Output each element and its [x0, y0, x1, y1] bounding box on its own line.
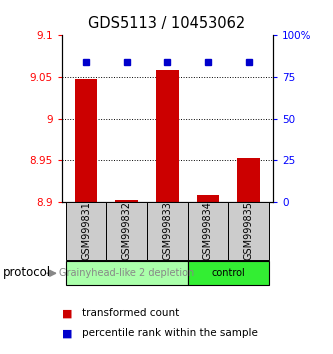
Bar — [116, 200, 138, 202]
Text: ■: ■ — [62, 308, 72, 318]
Text: ■: ■ — [62, 329, 72, 338]
Bar — [237, 158, 260, 202]
Bar — [66, 202, 106, 260]
Bar — [75, 80, 97, 202]
Text: transformed count: transformed count — [82, 308, 179, 318]
Bar — [66, 261, 188, 285]
Text: GSM999831: GSM999831 — [81, 201, 91, 261]
Text: GSM999832: GSM999832 — [122, 201, 132, 261]
Bar — [197, 195, 219, 202]
Bar — [188, 261, 269, 285]
Bar — [106, 202, 147, 260]
Text: GSM999834: GSM999834 — [203, 201, 213, 261]
Text: Grainyhead-like 2 depletion: Grainyhead-like 2 depletion — [59, 268, 194, 278]
Text: control: control — [211, 268, 245, 278]
Bar — [156, 70, 178, 202]
Text: percentile rank within the sample: percentile rank within the sample — [82, 329, 257, 338]
Text: GSM999835: GSM999835 — [244, 201, 254, 261]
Bar — [228, 202, 269, 260]
Text: GSM999833: GSM999833 — [162, 201, 172, 261]
Text: protocol: protocol — [3, 267, 52, 279]
Text: GDS5113 / 10453062: GDS5113 / 10453062 — [88, 16, 245, 31]
Bar — [147, 202, 188, 260]
Bar — [188, 202, 228, 260]
